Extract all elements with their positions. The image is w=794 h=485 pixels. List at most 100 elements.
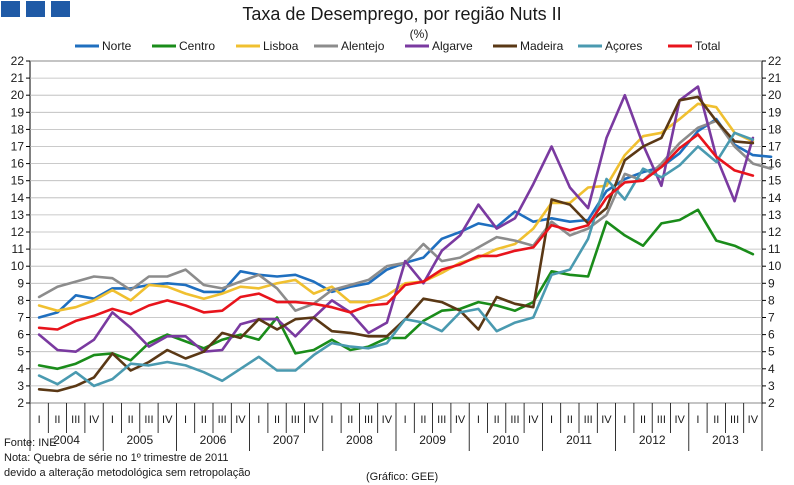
x-quarter-label: I [623, 414, 626, 426]
y-tick-label-right: 13 [768, 208, 782, 222]
y-tick-label-right: 19 [768, 105, 782, 119]
series-line [37, 117, 773, 319]
x-quarter-label: IV [674, 414, 685, 426]
x-year-label: 2009 [419, 433, 446, 447]
y-tick-label-left: 11 [12, 242, 25, 256]
x-quarter-label: IV [455, 414, 466, 426]
x-quarter-label: IV [382, 414, 393, 426]
x-quarter-label: III [657, 414, 666, 426]
x-quarter-label: II [640, 414, 646, 426]
x-quarter-label: IV [89, 414, 100, 426]
x-quarter-label: II [494, 414, 500, 426]
y-tick-label-right: 11 [768, 242, 781, 256]
x-quarter-label: III [510, 414, 519, 426]
x-quarter-label: I [330, 414, 333, 426]
x-quarter-label: I [111, 414, 114, 426]
x-quarter-label: I [696, 414, 699, 426]
y-tick-label-left: 19 [11, 105, 25, 119]
x-year-label: 2011 [566, 433, 592, 447]
series-line [37, 133, 755, 331]
y-tick-label-left: 2 [17, 396, 24, 410]
y-tick-label-right: 7 [768, 311, 775, 325]
y-tick-label-left: 13 [11, 208, 25, 222]
legend-label: Madeira [520, 39, 564, 53]
x-year-label: 2005 [126, 433, 153, 447]
chart-title: Taxa de Desemprego, por região Nuts II [242, 4, 561, 24]
x-year-label: 2012 [639, 433, 666, 447]
y-tick-label-left: 5 [17, 345, 24, 359]
y-tick-label-right: 15 [768, 174, 782, 188]
x-quarter-label: IV [748, 414, 759, 426]
x-quarter-label: II [128, 414, 134, 426]
x-quarter-label: III [291, 414, 300, 426]
x-year-label: 2006 [200, 433, 227, 447]
x-quarter-label: III [437, 414, 446, 426]
legend: Norte Centro Lisboa Alentejo Algarve Madeira A… [75, 39, 720, 53]
x-year-label: 2007 [273, 433, 300, 447]
x-quarter-label: II [420, 414, 426, 426]
x-quarter-label: I [477, 414, 480, 426]
y-tick-label-right: 21 [768, 71, 782, 85]
y-tick-label-right: 3 [768, 379, 775, 393]
y-tick-label-right: 6 [768, 328, 775, 342]
y-tick-label-left: 14 [11, 191, 25, 205]
x-quarter-label: II [567, 414, 573, 426]
legend-label: Açores [605, 39, 642, 53]
x-quarter-label: I [38, 414, 41, 426]
chart-subtitle: (%) [410, 27, 429, 41]
x-quarter-label: I [550, 414, 553, 426]
footnote-line-1: Nota: Quebra de série no 1º trimestre de… [4, 452, 229, 464]
y-tick-label-right: 20 [768, 88, 782, 102]
x-quarter-label: III [144, 414, 153, 426]
x-quarter-label: III [730, 414, 739, 426]
y-tick-label-left: 21 [11, 71, 25, 85]
y-tick-label-left: 16 [11, 157, 25, 171]
y-tick-label-right: 18 [768, 122, 782, 136]
legend-label: Algarve [432, 39, 473, 53]
chart-credit: (Gráfico: GEE) [366, 471, 439, 483]
x-quarter-label: I [257, 414, 260, 426]
y-tick-label-left: 3 [17, 379, 24, 393]
y-tick-label-left: 7 [17, 311, 24, 325]
y-tick-label-right: 12 [768, 225, 782, 239]
x-quarter-label: II [54, 414, 60, 426]
legend-label: Centro [179, 39, 215, 53]
y-tick-label-left: 10 [11, 259, 25, 273]
footnote-line-2: devido a alteração metodológica sem retr… [4, 467, 251, 479]
y-tick-label-right: 5 [768, 345, 775, 359]
y-tick-label-right: 10 [768, 259, 782, 273]
y-tick-label-left: 8 [17, 293, 24, 307]
series-line [37, 131, 755, 388]
x-quarter-label: IV [601, 414, 612, 426]
x-quarter-label: III [71, 414, 80, 426]
legend-label: Total [695, 39, 720, 53]
y-tick-label-left: 12 [11, 225, 25, 239]
header-logo [1, 1, 70, 17]
series-lines [37, 85, 773, 393]
y-tick-label-left: 15 [11, 174, 25, 188]
x-quarter-label: I [184, 414, 187, 426]
x-quarter-label: IV [528, 414, 539, 426]
x-year-label: 2013 [712, 433, 739, 447]
x-year-label: 2004 [53, 433, 80, 447]
x-quarter-label: III [364, 414, 373, 426]
y-tick-label-left: 18 [11, 122, 25, 136]
x-quarter-label: I [404, 414, 407, 426]
x-quarter-label: II [347, 414, 353, 426]
x-quarter-label: IV [308, 414, 319, 426]
y-tick-label-right: 22 [768, 54, 782, 68]
y-tick-label-right: 9 [768, 276, 775, 290]
y-tick-label-right: 2 [768, 396, 775, 410]
y-tick-label-right: 14 [768, 191, 782, 205]
y-tick-label-left: 9 [17, 276, 24, 290]
legend-label: Alentejo [341, 39, 385, 53]
series-line [37, 95, 755, 393]
legend-label: Lisboa [263, 39, 299, 53]
x-quarter-label: III [584, 414, 593, 426]
x-quarter-label: II [201, 414, 207, 426]
x-quarter-label: II [274, 414, 280, 426]
x-quarter-label: II [713, 414, 719, 426]
x-year-label: 2010 [492, 433, 519, 447]
series-line [37, 85, 755, 354]
